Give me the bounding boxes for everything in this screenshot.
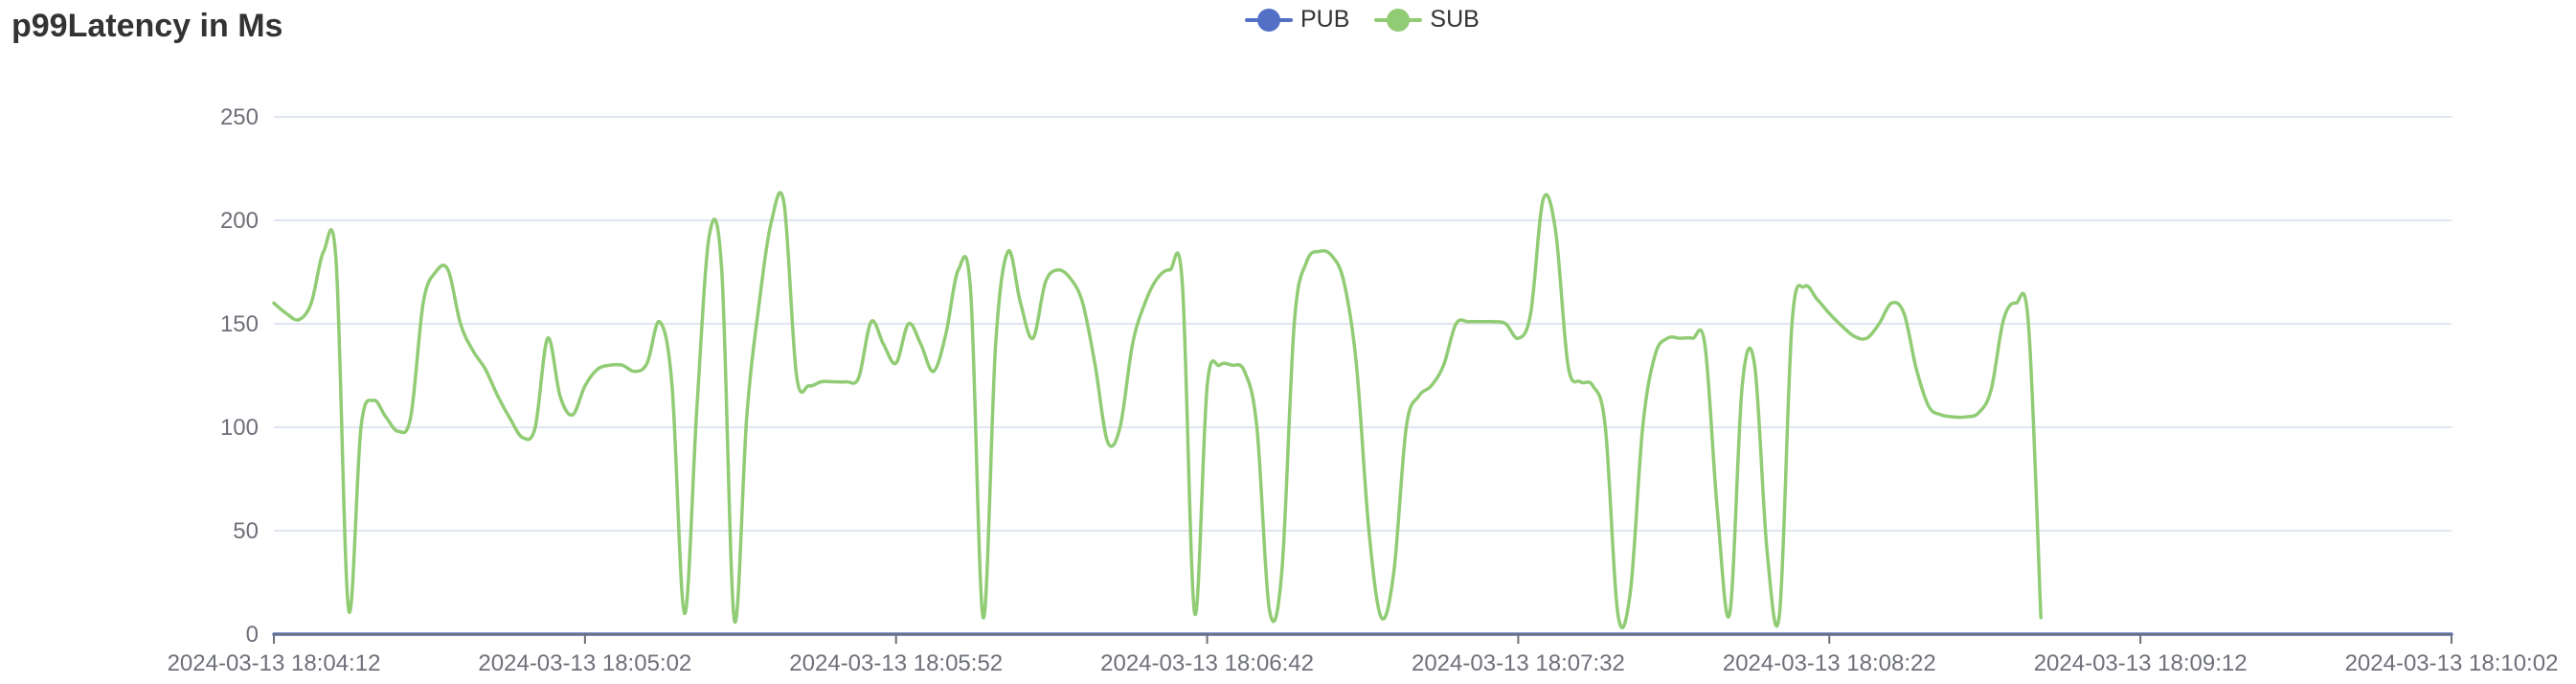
legend-item-pub[interactable]: PUB bbox=[1245, 6, 1349, 34]
y-tick-label: 250 bbox=[220, 104, 259, 130]
y-tick-label: 0 bbox=[246, 622, 259, 648]
y-tick-label: 50 bbox=[233, 518, 259, 544]
x-tick-label: 2024-03-13 18:05:02 bbox=[478, 650, 691, 676]
y-tick-label: 150 bbox=[220, 311, 259, 337]
series-line-sub bbox=[272, 191, 2043, 629]
legend: PUB SUB bbox=[1245, 6, 1504, 34]
x-tick-label: 2024-03-13 18:10:02 bbox=[2345, 650, 2559, 676]
x-tick-label: 2024-03-13 18:06:42 bbox=[1100, 650, 1314, 676]
legend-sub-label: SUB bbox=[1430, 6, 1480, 33]
legend-pub-symbol bbox=[1245, 8, 1293, 32]
legend-pub-label: PUB bbox=[1300, 6, 1350, 33]
y-tick-label: 200 bbox=[220, 208, 259, 234]
y-tick-label: 100 bbox=[220, 415, 259, 441]
legend-sub-symbol bbox=[1374, 8, 1423, 32]
legend-item-sub[interactable]: SUB bbox=[1374, 6, 1480, 34]
x-tick-label: 2024-03-13 18:07:32 bbox=[1412, 650, 1625, 676]
grid-lines bbox=[274, 116, 2452, 532]
x-tick-label: 2024-03-13 18:04:12 bbox=[168, 650, 381, 676]
y-axis: 0 50 100 150 200 250 bbox=[220, 104, 259, 648]
x-tick-label: 2024-03-13 18:09:12 bbox=[2034, 650, 2248, 676]
x-tick-label: 2024-03-13 18:08:22 bbox=[1723, 650, 1936, 676]
series-lines bbox=[272, 191, 2453, 636]
chart-title: p99Latency in Ms bbox=[11, 8, 283, 44]
x-axis: 2024-03-13 18:04:12 2024-03-13 18:05:02 20… bbox=[168, 633, 2559, 676]
x-tick-label: 2024-03-13 18:05:52 bbox=[789, 650, 1003, 676]
